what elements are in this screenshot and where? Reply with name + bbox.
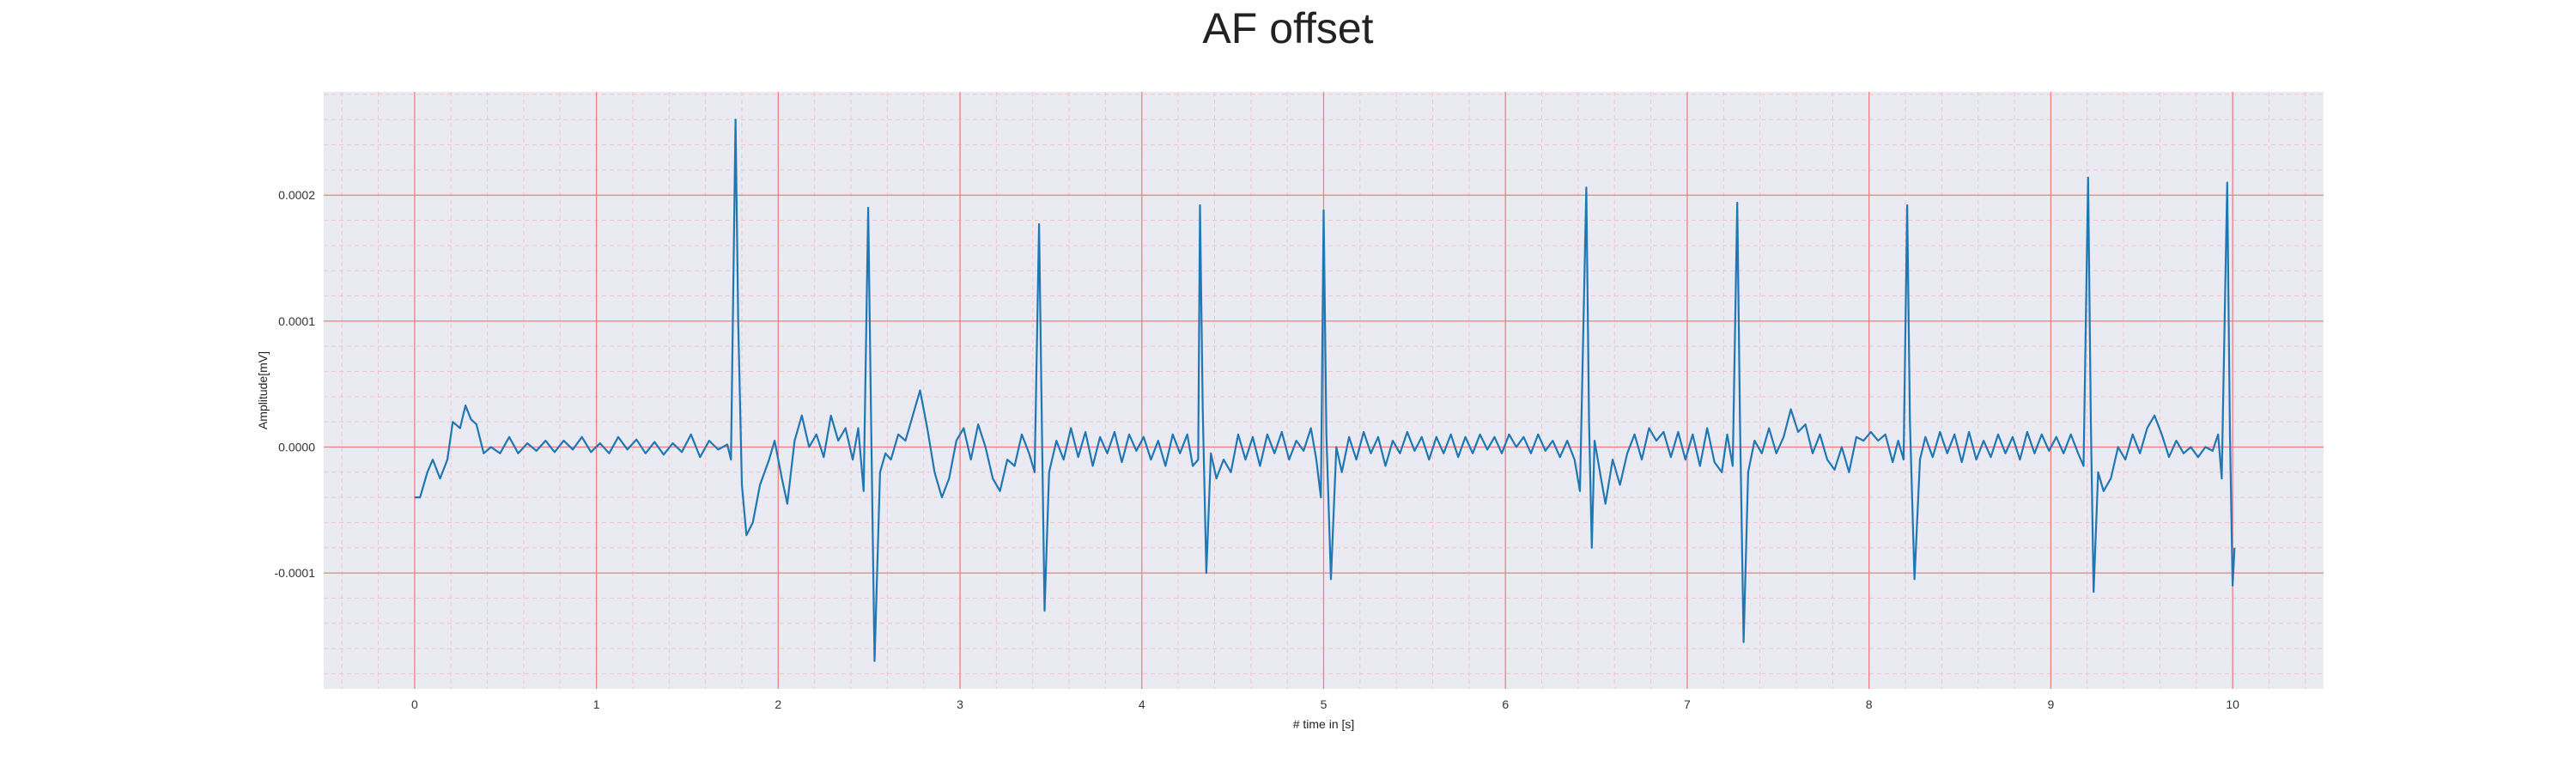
x-tick-label: 3 bbox=[957, 697, 963, 711]
y-tick-label: 0.0001 bbox=[278, 314, 315, 328]
x-tick-label: 5 bbox=[1321, 697, 1327, 711]
x-tick-label: 10 bbox=[2226, 697, 2239, 711]
x-tick-label: 7 bbox=[1684, 697, 1691, 711]
x-tick-label: 6 bbox=[1502, 697, 1509, 711]
x-axis-ticks: 0 1 2 3 4 5 6 7 8 9 10 bbox=[411, 697, 2239, 711]
y-axis-label: Amplitude[mV] bbox=[256, 351, 270, 429]
series-line bbox=[414, 119, 2236, 662]
x-tick-label: 4 bbox=[1139, 697, 1145, 711]
x-tick-label: 8 bbox=[1866, 697, 1873, 711]
x-tick-label: 2 bbox=[775, 697, 781, 711]
y-tick-label: 0.0000 bbox=[278, 440, 315, 453]
major-grid bbox=[324, 92, 2324, 689]
y-axis-ticks: -0.0001 0.0000 0.0001 0.0002 bbox=[275, 188, 316, 580]
x-tick-label: 0 bbox=[411, 697, 418, 711]
x-tick-label: 9 bbox=[2048, 697, 2055, 711]
y-tick-label: -0.0001 bbox=[275, 566, 316, 580]
chart-title: AF offset bbox=[1202, 4, 1374, 52]
y-tick-label: 0.0002 bbox=[278, 188, 315, 202]
x-axis-label: # time in [s] bbox=[1293, 717, 1355, 731]
x-tick-label: 1 bbox=[593, 697, 600, 711]
